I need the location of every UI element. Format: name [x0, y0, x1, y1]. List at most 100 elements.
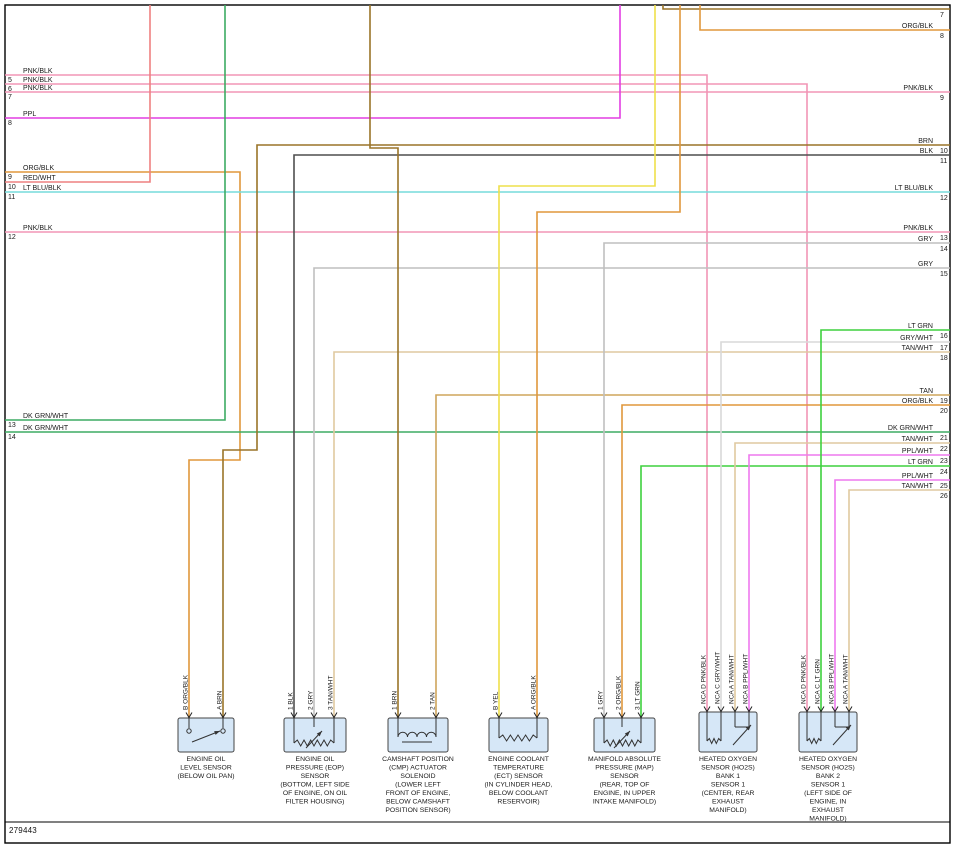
right-wire-color-label: ORG/BLK [902, 23, 933, 30]
left-wire-color-label: DK GRN/WHT [23, 425, 69, 432]
right-wire-color-label: GRY [918, 236, 933, 243]
coil-symbol [397, 731, 437, 738]
left-wire-number: 14 [8, 434, 16, 441]
pin-arrow-icon [185, 712, 193, 719]
wire-top-ect-b [498, 5, 656, 718]
pin-label-heated-oxygen-sensor-bank1-C: NCA C GRY/WHT [715, 652, 722, 704]
right-wire-number: 19 [940, 398, 948, 405]
pin-arrow-icon [219, 712, 227, 719]
component-caption-line: BELOW COOLANT [489, 790, 548, 797]
wire-right11-eop1 [293, 154, 950, 718]
pin-label-manifold-absolute-pressure-sensor-3: 3 LT GRN [635, 681, 642, 710]
wire-top-right8 [699, 5, 950, 31]
left-wire-color-label: PNK/BLK [23, 68, 53, 75]
wire-left5-ho2s1-d [5, 74, 708, 712]
right-wire-color-label: LT GRN [908, 323, 933, 330]
pin-arrow-icon [600, 712, 608, 719]
component-box-engine-oil-pressure-sensor [283, 717, 347, 753]
left-wire-number: 5 [8, 77, 12, 84]
component-caption-line: (ECT) SENSOR [494, 773, 543, 780]
wire-right23-ho2s1-b [748, 454, 950, 712]
right-wire-number: 7 [940, 12, 944, 19]
pin-arrow-icon [817, 706, 825, 713]
left-wire-color-label: PPL [23, 111, 36, 118]
component-caption-line: RESERVOIR) [497, 799, 539, 806]
wire-left6-ho2s2-d [5, 83, 808, 712]
pot-symbol [603, 738, 642, 748]
component-caption-line: LEVEL SENSOR [180, 765, 232, 772]
diagram-border [4, 4, 951, 844]
component-caption-line: SOLENOID [400, 773, 435, 780]
right-wire-number: 26 [940, 493, 948, 500]
left-wire-color-label: PNK/BLK [23, 85, 53, 92]
pin-arrow-icon [703, 706, 711, 713]
component-caption-line: (BOTTOM, LEFT SIDE [280, 782, 350, 789]
right-wire-number: 10 [940, 148, 948, 155]
component-caption-line: SENSOR 1 [811, 782, 846, 789]
pin-label-engine-coolant-temperature-sensor-A: A ORG/BLK [531, 675, 538, 710]
component-caption-line: (IN CYLINDER HEAD, [485, 782, 553, 789]
component-caption-line: ENGINE, IN [810, 799, 847, 806]
pin-label-engine-oil-pressure-sensor-3: 3 TAN/WHT [328, 676, 335, 710]
component-box-engine-oil-level-sensor [177, 717, 235, 753]
component-caption-line: BANK 1 [716, 773, 740, 780]
wire-right10-oillevel-a [222, 144, 950, 718]
wire-left8-ppl-top [5, 5, 621, 119]
right-wire-color-label: TAN/WHT [902, 483, 934, 490]
right-wire-number: 21 [940, 435, 948, 442]
wire-right26-ho2s2-a [848, 489, 950, 712]
right-wire-number: 25 [940, 483, 948, 490]
component-caption-line: (CMP) ACTUATOR [389, 765, 447, 772]
right-wire-color-label: PPL/WHT [902, 473, 934, 480]
right-wire-number: 16 [940, 333, 948, 340]
pin-label-engine-oil-pressure-sensor-2: 2 GRY [308, 690, 315, 710]
pin-arrow-icon [803, 706, 811, 713]
left-wire-color-label: PNK/BLK [23, 77, 53, 84]
left-wire-color-label: PNK/BLK [23, 225, 53, 232]
component-caption-line: CAMSHAFT POSITION [382, 756, 454, 763]
switch-symbol [186, 728, 192, 734]
left-wire-number: 12 [8, 234, 16, 241]
left-wire-number: 11 [8, 194, 15, 201]
component-caption-line: PRESSURE (MAP) [595, 765, 654, 772]
wire-right24-map3 [640, 465, 950, 718]
right-wire-number: 23 [940, 458, 948, 465]
component-caption-line: MANIFOLD) [709, 807, 746, 814]
pin-arrow-icon [432, 712, 440, 719]
component-box-heated-oxygen-sensor-bank1 [698, 711, 758, 753]
wire-left13-dkgrn-top [5, 5, 226, 421]
component-caption-line: OF ENGINE, ON OIL [283, 790, 347, 797]
heater-symbol [806, 737, 822, 745]
right-wire-number: 9 [940, 95, 944, 102]
component-caption-line: ENGINE, IN UPPER [594, 790, 656, 797]
symbol-arrowhead-icon [316, 731, 322, 737]
pin-label-engine-oil-level-sensor-B: B ORG/BLK [183, 674, 190, 710]
component-caption-line: EXHAUST [712, 799, 744, 806]
pin-label-engine-coolant-temperature-sensor-B: B YEL [493, 691, 500, 710]
left-wire-number: 13 [8, 422, 16, 429]
resistor-symbol [498, 734, 538, 742]
heater-symbol [706, 737, 722, 745]
component-caption-line: (BELOW OIL PAN) [177, 773, 234, 780]
pin-arrow-icon [745, 706, 753, 713]
right-wire-color-label: LT BLU/BLK [895, 185, 934, 192]
component-caption-line: (CENTER, REAR [702, 790, 755, 797]
right-wire-number: 13 [940, 235, 948, 242]
wire-left10-redwht-top [5, 5, 151, 183]
component-caption-line: ENGINE OIL [187, 756, 226, 763]
component-caption-line: EXHAUST [812, 807, 844, 814]
right-wire-number: 12 [940, 195, 948, 202]
right-wire-color-label: TAN [920, 388, 933, 395]
pin-arrow-icon [330, 712, 338, 719]
component-caption-line: BELOW CAMSHAFT [386, 799, 450, 806]
component-caption-line: FILTER HOUSING) [286, 799, 345, 806]
right-wire-color-label: TAN/WHT [902, 345, 934, 352]
component-caption-line: INTAKE MANIFOLD) [593, 799, 656, 806]
wire-right17-ho2s1-c [720, 341, 950, 712]
wire-right19-cmp2 [435, 394, 950, 718]
component-box-manifold-absolute-pressure-sensor [593, 717, 656, 753]
pin-label-camshaft-position-actuator-solenoid-2: 2 TAN [430, 692, 437, 710]
component-caption-line: (LOWER LEFT [395, 782, 441, 789]
